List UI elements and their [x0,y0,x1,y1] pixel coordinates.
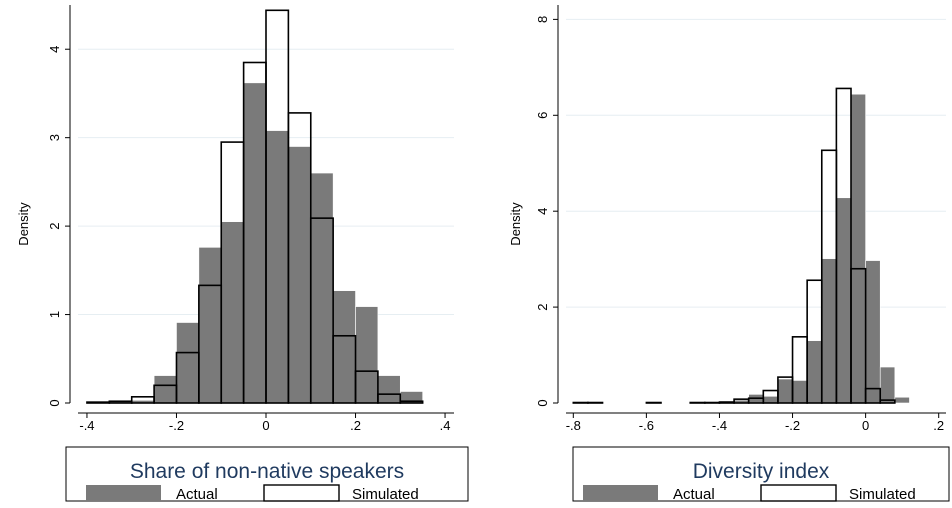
bar-simulated [309,217,334,404]
bar-actual [763,395,779,404]
bar-actual [176,322,200,404]
legend-label-simulated: Simulated [849,486,916,503]
chart-panel-2: 0 2 4 6 8 -.8 -.6 -.4 -.2 0 .2 Density Diversity ind… [508,5,950,503]
x-tick-label: 0 [862,418,869,433]
bar-actual [836,197,852,404]
x-tick-label: .2 [350,418,361,433]
x-tick-label: -.6 [639,418,654,433]
series-simulated [572,87,896,404]
bar-simulated [377,393,402,404]
x-tick-label: .2 [933,418,944,433]
bar-simulated [354,370,379,404]
x-tick-label: -.8 [566,418,581,433]
y-tick-label: 2 [535,303,550,310]
legend: Share of non-native speakers Actual Simula… [65,446,469,503]
y-tick-label: 0 [47,399,62,406]
bar-actual [792,380,808,404]
legend-label-simulated: Simulated [352,486,419,503]
x-tick-label: -.4 [79,418,94,433]
bar-actual [198,247,222,404]
bar-actual [153,375,177,404]
x-tick-label: -.2 [785,418,800,433]
chart-panel-1: 0 1 2 3 4 -.4 -.2 0 .2 .4 Density Share of non-nati… [16,5,469,503]
y-tick-label: 6 [535,112,550,119]
bar-simulated [850,267,867,404]
bar-actual [355,306,379,404]
bar-actual [265,130,289,404]
series-actual [86,82,423,404]
bar-simulated [86,401,111,404]
bar-actual [288,146,312,404]
x-tick-label: .4 [440,418,451,433]
bar-actual [243,82,267,404]
bar-simulated [879,399,896,404]
y-tick-label: 1 [47,311,62,318]
y-tick-label: 0 [535,399,550,406]
legend-label-actual: Actual [176,486,218,503]
x-tick-label: -.4 [712,418,727,433]
bar-actual [894,396,910,404]
y-tick-label: 4 [535,208,550,215]
series-simulated [86,9,424,404]
bar-actual [777,378,793,404]
legend-label-actual: Actual [673,486,715,503]
y-tick-label: 2 [47,222,62,229]
legend-swatch-simulated [263,484,340,502]
bar-actual [332,290,356,404]
legend: Diversity index Actual Simulated [572,446,950,503]
bar-simulated [718,401,735,404]
legend-title: Share of non-native speakers [130,460,404,483]
series-actual [573,93,910,404]
y-tick-label: 4 [47,46,62,53]
bar-simulated [399,400,424,404]
y-tick-label: 8 [535,16,550,23]
bar-actual [377,375,401,404]
bar-actual [310,172,334,404]
y-tick-label: 3 [47,134,62,141]
bar-actual [821,258,837,404]
bar-simulated [864,387,882,404]
bar-actual [220,221,244,404]
bar-simulated [835,87,852,404]
bar-actual [865,260,881,404]
legend-swatch-actual [86,485,161,501]
y-axis-title: Density [508,202,523,246]
bar-actual [850,93,866,404]
bar-simulated [332,334,357,404]
legend-swatch-actual [583,485,658,501]
x-tick-label: -.2 [169,418,184,433]
bar-actual [806,340,823,404]
legend-swatch-simulated [760,484,837,502]
x-tick-label: 0 [262,418,269,433]
legend-title: Diversity index [693,460,830,483]
bar-actual [879,366,896,404]
y-axis-title: Density [16,202,31,246]
